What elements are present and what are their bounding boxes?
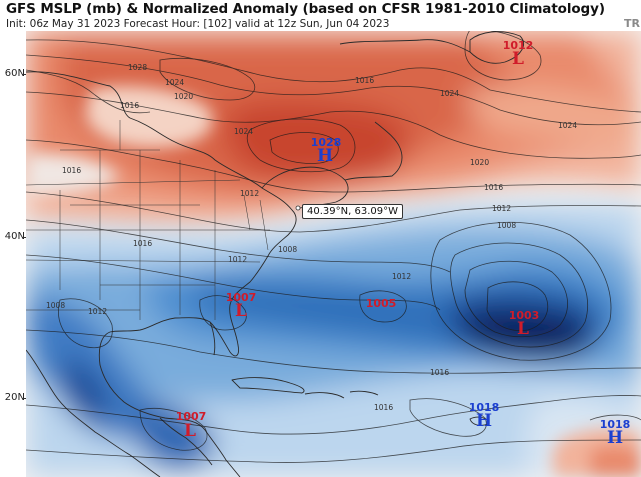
isobar-label: 1024 [558,121,577,130]
land-boundaries [26,31,524,477]
isobar-label: 1016 [374,403,393,412]
lat-label-60n: 60N [4,68,25,79]
low-pressure-letter: L [512,49,524,69]
negative-anomaly-field [26,202,641,477]
high-pressure-letter: H [316,146,334,166]
lat-tick-60n [22,74,26,75]
brand-mark: TR [624,17,640,30]
isobar-label: 1012 [392,272,411,281]
low-pressure-letter: L [235,301,247,321]
low-pressure-letter: L [184,421,196,441]
isobar-label: 1008 [497,221,516,230]
isobar-label: 1012 [240,189,259,198]
cursor-coordinate-readout: 40.39°N, 63.09°W [302,204,403,219]
high-pressure-value: 1028 [310,136,342,149]
isobar-label: 1028 [128,63,147,72]
lat-tick-40n [22,237,26,238]
isobar-label: 1008 [278,245,297,254]
isobar-label: 1008 [46,301,65,310]
low-pressure-value: 1005 [365,297,397,310]
high-pressure-letter: H [606,428,624,448]
isobar-label: 1012 [492,204,511,213]
state-borders [26,120,270,320]
map-canvas: 1028 1024 1020 1016 1024 1016 1016 1012 … [26,31,641,477]
high-pressure-letter: H [475,411,493,431]
cursor-marker [295,205,301,211]
isobar-label: 1024 [165,78,184,87]
isobar-label: 1016 [133,239,152,248]
isobar-label: 1016 [484,183,503,192]
low-pressure-letter: L [517,319,529,339]
isobar-label: 1016 [430,368,449,377]
low-pressure-value: 1007 [225,291,257,304]
chart-subtitle: Init: 06z May 31 2023 Forecast Hour: [10… [6,18,390,30]
forecast-map[interactable]: 1028 1024 1020 1016 1024 1016 1016 1012 … [26,31,641,477]
isobar-labels: 1028 1024 1020 1016 1024 1016 1016 1012 … [46,63,577,412]
isobar-label: 1016 [355,76,374,85]
isobar-label: 1016 [62,166,81,175]
lat-tick-20n [22,398,26,399]
low-pressure-value: 1007 [175,410,207,423]
isobar-label: 1012 [228,255,247,264]
isobar-label: 1016 [120,101,139,110]
isobar-label: 1020 [174,92,193,101]
isobars [26,31,641,463]
chart-title: GFS MSLP (mb) & Normalized Anomaly (base… [6,1,605,17]
lat-label-40n: 40N [4,231,25,242]
isobar-label: 1024 [234,127,253,136]
high-pressure-value: 1018 [599,418,631,431]
isobar-label: 1012 [88,307,107,316]
low-pressure-value: 1012 [502,39,534,52]
low-pressure-value: 1003 [508,309,540,322]
lat-label-20n: 20N [4,392,25,403]
isobar-label: 1020 [470,158,489,167]
isobar-label: 1024 [440,89,459,98]
high-pressure-value: 1018 [468,401,500,414]
